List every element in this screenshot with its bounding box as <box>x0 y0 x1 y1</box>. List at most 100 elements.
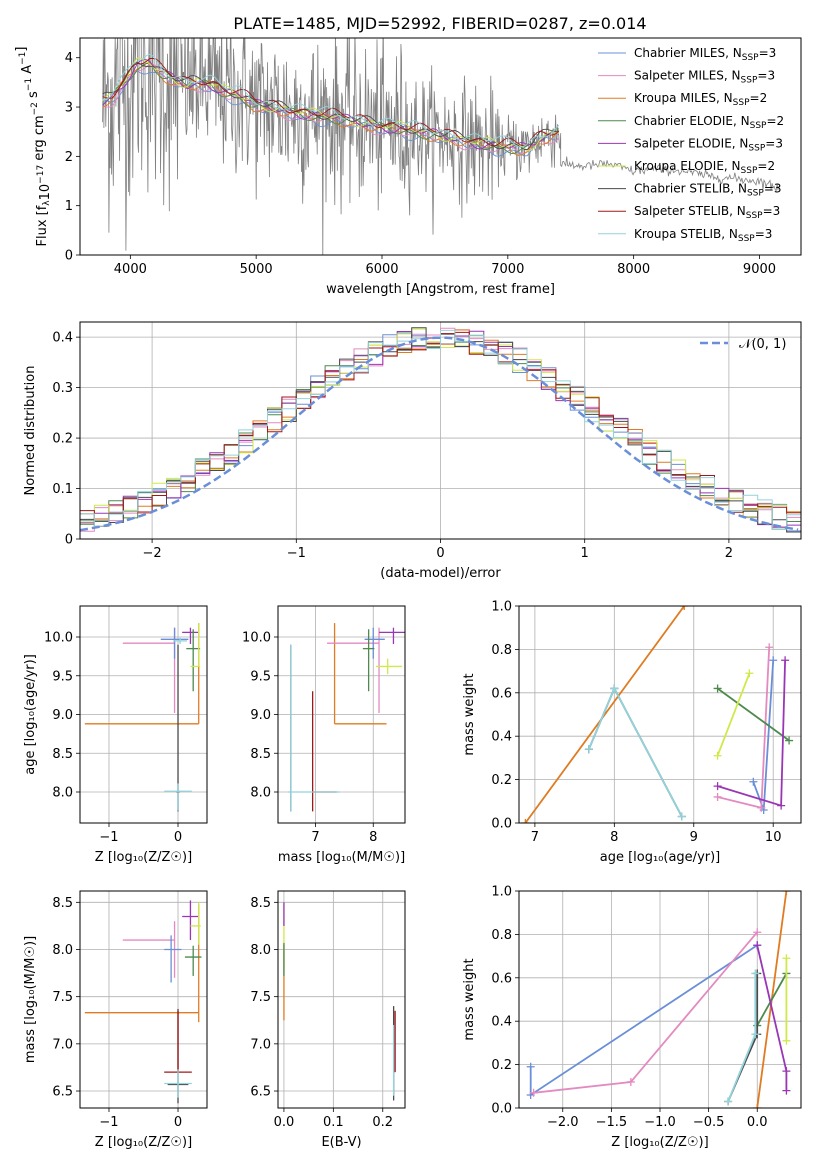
x-tick-label: 0.1 <box>323 1115 344 1130</box>
x-tick-label: −1.0 <box>644 1115 676 1130</box>
y-tick-label: 0 <box>65 533 73 548</box>
weight-marker <box>626 1077 635 1086</box>
axes-frame <box>518 890 802 1109</box>
weight-marker <box>782 1036 791 1045</box>
weight-marker <box>713 792 722 801</box>
axes-frame <box>277 605 406 824</box>
legend-label: Kroupa STELIB, NSSP=3 <box>634 227 772 244</box>
y-tick-label: 1.0 <box>491 600 512 615</box>
weight-marker <box>526 1062 535 1071</box>
x-tick-label: 7000 <box>491 262 524 277</box>
weight-marker <box>769 656 778 665</box>
legend-tail: =3 <box>759 46 777 60</box>
y-tick-label: 10.0 <box>242 631 271 646</box>
legend-label: Salpeter ELODIE, NSSP=3 <box>634 136 783 153</box>
y-tick-label: 9.0 <box>250 708 271 723</box>
weight-line <box>588 686 683 817</box>
y-axis-label: mass weight <box>462 673 477 755</box>
x-tick-label: 2 <box>725 546 733 561</box>
weight-marker <box>782 954 791 963</box>
x-tick-label: 9000 <box>743 262 776 277</box>
y-tick-label: 8.0 <box>52 943 73 958</box>
x-axis-label: Z [log₁₀(Z/Z☉)] <box>95 1135 192 1150</box>
y-tick-label: 8.0 <box>52 786 73 801</box>
y-label-part: ] <box>14 47 29 52</box>
x-tick-label: 7 <box>311 830 319 845</box>
y-tick-label: 8.5 <box>52 747 73 762</box>
model-line <box>102 63 560 154</box>
y-tick-label: 0.2 <box>52 432 73 447</box>
axes-frame <box>79 605 208 824</box>
legend-tail: =3 <box>763 204 781 218</box>
y-tick-label: 0.4 <box>52 331 73 346</box>
legend-tail: =3 <box>764 182 782 196</box>
legend-label: Chabrier ELODIE, NSSP=2 <box>634 114 784 131</box>
weight-line <box>756 973 788 1026</box>
hist-step <box>80 329 801 539</box>
x-tick-label: −1 <box>99 1115 118 1130</box>
weight-marker <box>680 606 689 610</box>
y-tick-label: 0.3 <box>52 381 73 396</box>
legend-tail: =2 <box>757 159 775 173</box>
y-tick-label: 1 <box>65 199 73 214</box>
legend-label: Kroupa MILES, NSSP=2 <box>634 91 767 108</box>
weight-line <box>588 686 683 817</box>
legend-sub: SSP <box>747 189 764 199</box>
x-axis-label: age [log₁₀(age/yr)] <box>600 850 721 865</box>
weight-marker <box>782 1086 791 1095</box>
x-axis-label: Z [log₁₀(Z/Z☉)] <box>611 1135 708 1150</box>
y-label-part: −2 <box>30 102 40 115</box>
weight-line <box>717 660 786 807</box>
y-axis-label: mass [log₁₀(M/M☉)] <box>23 936 38 1063</box>
y-tick-label: 8.0 <box>250 786 271 801</box>
plot-area-weight_vs_age <box>521 606 794 823</box>
y-tick-label: 6.5 <box>52 1085 73 1100</box>
weight-line <box>727 973 757 1102</box>
weight-marker <box>713 751 722 760</box>
legend-label: Chabrier STELIB, NSSP=3 <box>634 182 782 199</box>
x-tick-label: 7 <box>531 830 539 845</box>
weight-line <box>529 944 758 1097</box>
y-tick-label: 0.6 <box>491 686 512 701</box>
weight-marker <box>751 969 760 978</box>
weight-marker <box>782 891 791 895</box>
axes-frame <box>79 321 802 540</box>
x-tick-label: 4000 <box>114 262 147 277</box>
y-label-part: −1 <box>24 78 34 91</box>
axes-frame <box>79 37 802 256</box>
x-tick-label: 0.0 <box>274 1115 295 1130</box>
x-tick-label: 0.0 <box>747 1115 768 1130</box>
y-tick-label: 3 <box>65 101 73 116</box>
plot-area-mass_vs_Z <box>84 900 202 1104</box>
data-spectrum <box>102 38 779 255</box>
legend-sub: SSP <box>733 98 750 108</box>
x-tick-label: 8 <box>610 830 618 845</box>
y-tick-label: 7.5 <box>52 990 73 1005</box>
legend-sub: SSP <box>742 53 759 63</box>
figure-title: PLATE=1485, MJD=52992, FIBERID=0287, z=0… <box>233 14 646 33</box>
panel-age_vs_Z: −1 0 8.0 8.5 9.0 9.5 10.0 Z [log₁₀(Z/Z☉)] age [l… <box>23 605 208 865</box>
weight-line <box>524 606 685 823</box>
weight-marker <box>757 803 766 812</box>
legend-sub: SSP <box>748 143 765 153</box>
x-tick-label: 0.2 <box>372 1115 393 1130</box>
panel-weight_vs_age: 7 8 9 10 0.0 0.2 0.4 0.6 0.8 1.0 age [log₁₀(age/yr… <box>462 600 802 865</box>
weight-line <box>752 660 775 811</box>
y-tick-label: 7.0 <box>52 1037 73 1052</box>
panel-mass_vs_ebv: 0.0 0.1 0.2 6.5 7.0 7.5 8.0 8.5 E(B-V) <box>250 890 406 1150</box>
x-tick-label: −1.5 <box>596 1115 628 1130</box>
y-tick-label: 8.0 <box>250 943 271 958</box>
weight-marker <box>765 643 774 652</box>
x-tick-label: −1 <box>287 546 306 561</box>
y-axis-label: age [log₁₀(age/yr)] <box>23 654 38 775</box>
panel-weight_vs_Z: −2.0 −1.5 −1.0 −0.5 0.0 0.0 0.2 0.4 0.6 0.8 1.0 Z [… <box>462 885 802 1150</box>
x-tick-label: 9 <box>690 830 698 845</box>
weight-marker <box>781 656 790 665</box>
y-label-part: λ <box>42 200 52 206</box>
y-tick-label: 0.2 <box>491 1058 512 1073</box>
y-tick-label: 4 <box>65 51 73 66</box>
x-tick-label: −2 <box>143 546 162 561</box>
x-tick-label: 8000 <box>617 262 650 277</box>
weight-line <box>727 973 759 1102</box>
